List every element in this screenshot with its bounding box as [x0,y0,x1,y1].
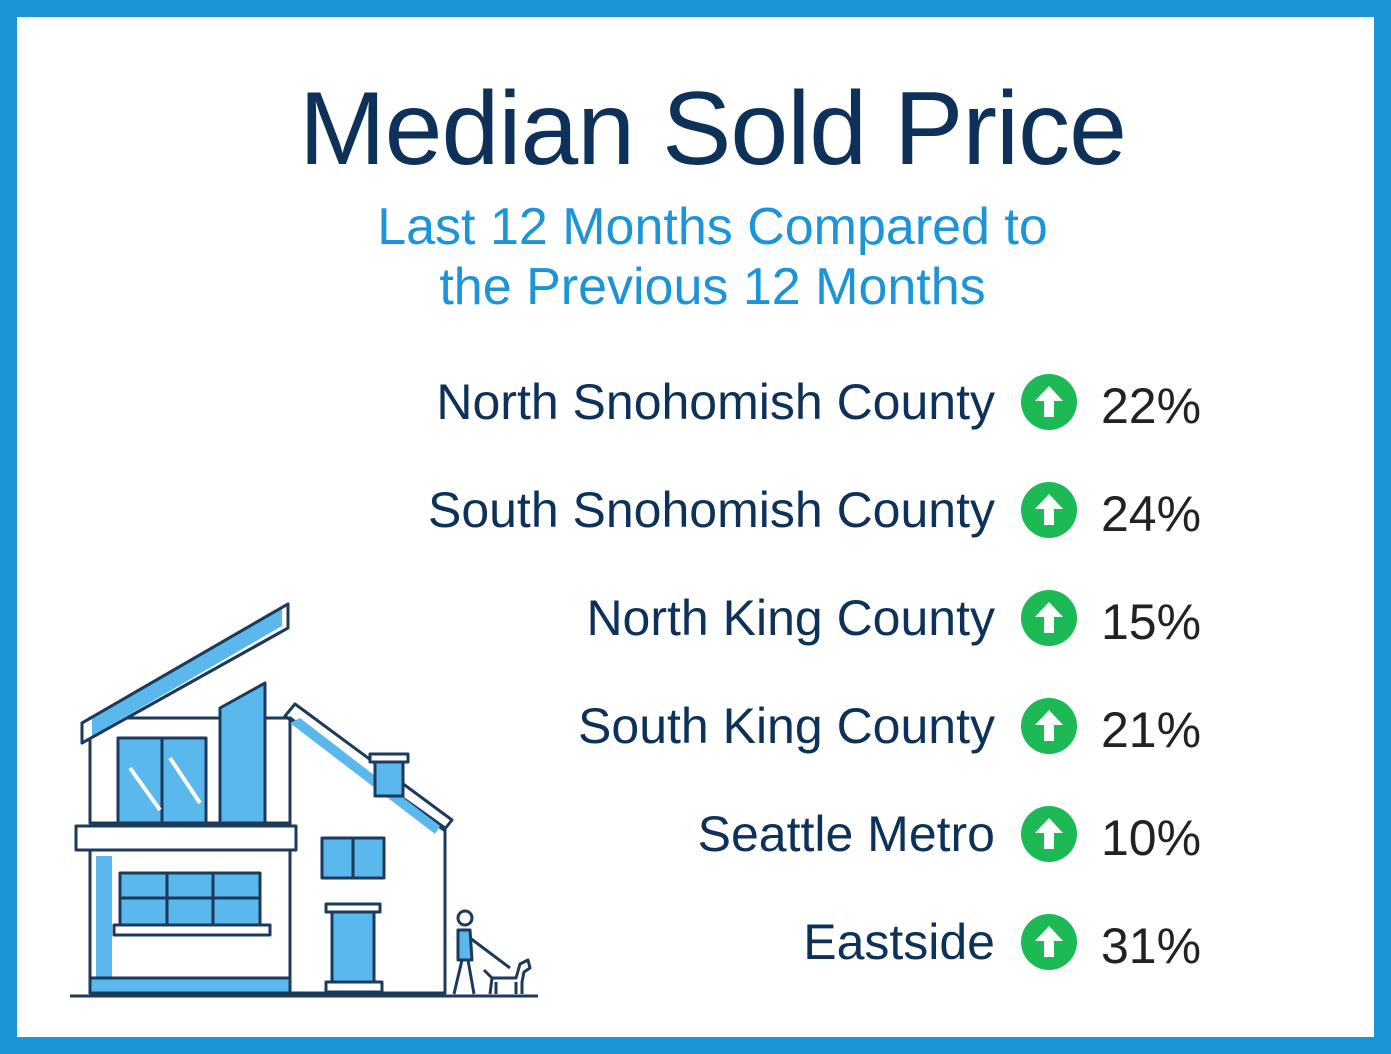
county-label: North Snohomish County [436,374,995,430]
percent-change-value: 24% [1101,486,1202,542]
up-arrow-circle-icon [1021,482,1077,538]
up-arrow-circle-icon [1021,374,1077,430]
up-arrow-circle-icon [1021,590,1077,646]
percent-change-value: 22% [1101,378,1202,434]
county-label: South Snohomish County [427,482,995,538]
county-row: Seattle Metro 10% [0,794,1391,874]
up-arrow-circle-icon [1021,914,1077,970]
county-label: Seattle Metro [697,806,995,862]
subtitle-line-1: Last 12 Months Compared to [377,198,1048,256]
up-arrow-circle-icon [1021,698,1077,754]
county-row: South Snohomish County 24% [0,470,1391,550]
county-row: North Snohomish County 22% [0,362,1391,442]
percent-change-value: 21% [1101,702,1202,758]
county-label: Eastside [803,914,995,970]
county-row: North King County 15% [0,578,1391,658]
percent-change-value: 10% [1101,810,1202,866]
county-row: Eastside 31% [0,902,1391,982]
subtitle-line-2: the Previous 12 Months [439,258,986,316]
up-arrow-circle-icon [1021,806,1077,862]
house-with-dog-walker-illustration [70,602,538,998]
county-label: North King County [586,590,995,646]
chart-title: Median Sold Price [299,71,1127,187]
percent-change-value: 15% [1101,594,1202,650]
county-row: South King County 21% [0,686,1391,766]
percent-change-value: 31% [1101,918,1202,974]
chart-subtitle: Last 12 Months Compared to the Previous … [17,197,1391,317]
county-label: South King County [578,698,995,754]
